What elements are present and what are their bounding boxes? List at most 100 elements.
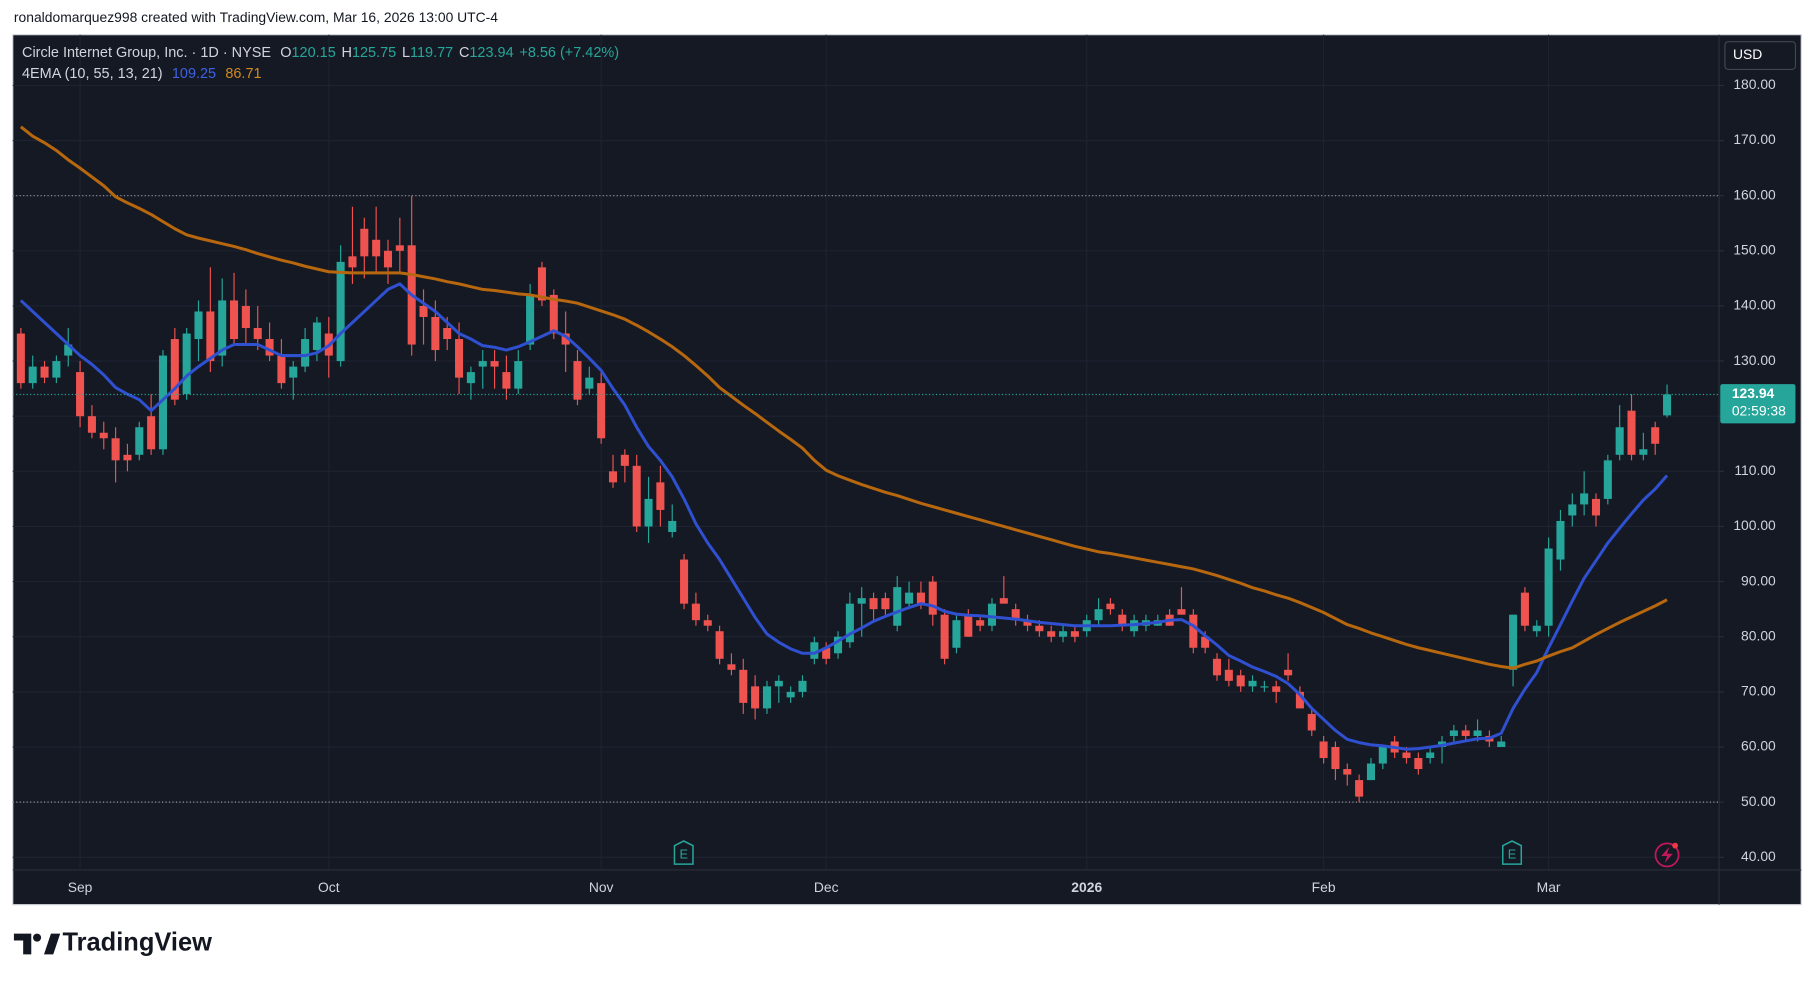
earnings-marker-label[interactable]: E	[679, 846, 687, 861]
candle-body	[656, 482, 665, 510]
candle-body	[1497, 741, 1506, 748]
candle-body	[1461, 730, 1470, 736]
ohlc-prefix: H	[342, 45, 352, 61]
candle-body	[502, 372, 511, 389]
earnings-marker-label[interactable]: E	[1508, 846, 1516, 861]
candle-body	[372, 239, 381, 257]
candle-body	[1544, 548, 1553, 626]
candle-body	[52, 361, 61, 378]
y-tick-label: 70.00	[1741, 683, 1776, 699]
brand: TradingView	[63, 929, 213, 957]
candle-body	[964, 614, 973, 637]
news-marker[interactable]	[1654, 842, 1680, 868]
currency-box[interactable]	[1724, 41, 1797, 70]
candle-body	[1532, 625, 1541, 632]
ema-line	[19, 125, 1668, 670]
candle-body	[64, 344, 73, 356]
candle-body	[893, 587, 902, 626]
candle-body	[1663, 394, 1672, 416]
candle-body	[751, 686, 760, 709]
candle-body	[419, 305, 428, 317]
x-tick-label: Sep	[68, 879, 93, 895]
legend-symbol: Circle Internet Group, Inc. · 1D · NYSE O…	[22, 45, 619, 61]
candle-body	[455, 339, 464, 378]
candle-body	[1378, 747, 1387, 764]
candle-body	[644, 498, 653, 527]
x-tick-label: Feb	[1312, 879, 1336, 895]
x-tick-label: Oct	[318, 879, 340, 895]
candle-body	[1023, 620, 1032, 626]
candle-body	[573, 361, 582, 400]
candle-body	[916, 592, 925, 604]
candle-body	[845, 603, 854, 643]
candle-body	[1047, 631, 1056, 637]
candle-body	[158, 355, 168, 450]
candle-body	[1212, 658, 1222, 676]
plot-area	[12, 125, 1720, 803]
grid	[12, 34, 1720, 870]
candle-body	[348, 256, 357, 268]
candle-body	[206, 311, 215, 362]
open-value: 120.15	[292, 45, 336, 61]
candle-body	[999, 598, 1008, 604]
candle-body	[360, 228, 369, 257]
currency[interactable]: USD	[1733, 46, 1762, 62]
candle-body	[123, 454, 132, 461]
candle-body	[869, 598, 878, 610]
earnings-marker[interactable]: E	[1502, 840, 1523, 865]
symbol-title: Circle Internet Group, Inc. · 1D · NYSE	[22, 45, 271, 61]
candle-body	[514, 361, 523, 389]
ema-line	[19, 282, 1669, 751]
candle-body	[1201, 636, 1210, 648]
candle-body	[632, 465, 641, 527]
candle-body	[987, 603, 997, 626]
earnings-marker[interactable]: E	[673, 840, 694, 865]
candle-body	[1473, 730, 1482, 736]
candle-body	[1414, 758, 1423, 770]
logo-shape	[33, 933, 42, 942]
earnings-marker-shape[interactable]	[1502, 840, 1523, 865]
y-tick-label: 140.00	[1733, 297, 1776, 313]
earnings-marker-shape[interactable]	[673, 840, 694, 865]
low-value: 119.77	[410, 45, 453, 61]
candle-body	[798, 680, 807, 692]
candle-body	[265, 339, 274, 356]
last-price-label: 123.94	[1732, 385, 1775, 401]
candle-body	[395, 245, 404, 251]
axes: 40.00 50.00 60.00 70.00 80.00 90.00 100.00 110.…	[68, 76, 1796, 895]
candle-body	[680, 559, 689, 604]
candle-body	[561, 333, 570, 345]
y-tick-label: 100.00	[1733, 517, 1776, 533]
candle-body	[253, 328, 262, 340]
candle-body	[810, 642, 819, 659]
candle-body	[905, 592, 914, 604]
candle-body	[928, 581, 937, 615]
candle-body	[597, 383, 606, 439]
y-tick-label: 160.00	[1733, 186, 1776, 202]
candle-body	[16, 333, 25, 384]
y-tick-label: 90.00	[1741, 572, 1776, 588]
candle-body	[1639, 449, 1648, 455]
indicator-name: 4EMA (10, 55, 13, 21)	[22, 66, 163, 82]
candle-body	[585, 377, 594, 389]
candle-body	[194, 311, 203, 340]
candle-body	[218, 300, 227, 356]
logo-shape	[43, 933, 61, 955]
candle-body	[1426, 752, 1435, 759]
candle-body	[526, 294, 535, 345]
candle-body	[715, 631, 724, 659]
candle-body	[537, 267, 546, 301]
candle-body	[1591, 498, 1601, 516]
candle-body	[443, 328, 452, 340]
candle-body	[1651, 427, 1660, 444]
candle-body	[147, 416, 156, 450]
news-marker-bolt[interactable]	[1661, 846, 1673, 864]
close-value: 123.94	[469, 45, 513, 61]
candle-body	[170, 339, 179, 400]
attribution: ronaldomarquez998 created with TradingVi…	[14, 9, 498, 25]
x-tick-label: Nov	[589, 879, 614, 895]
candle-body	[1319, 741, 1328, 759]
ohlc-prefix: L	[402, 45, 410, 61]
